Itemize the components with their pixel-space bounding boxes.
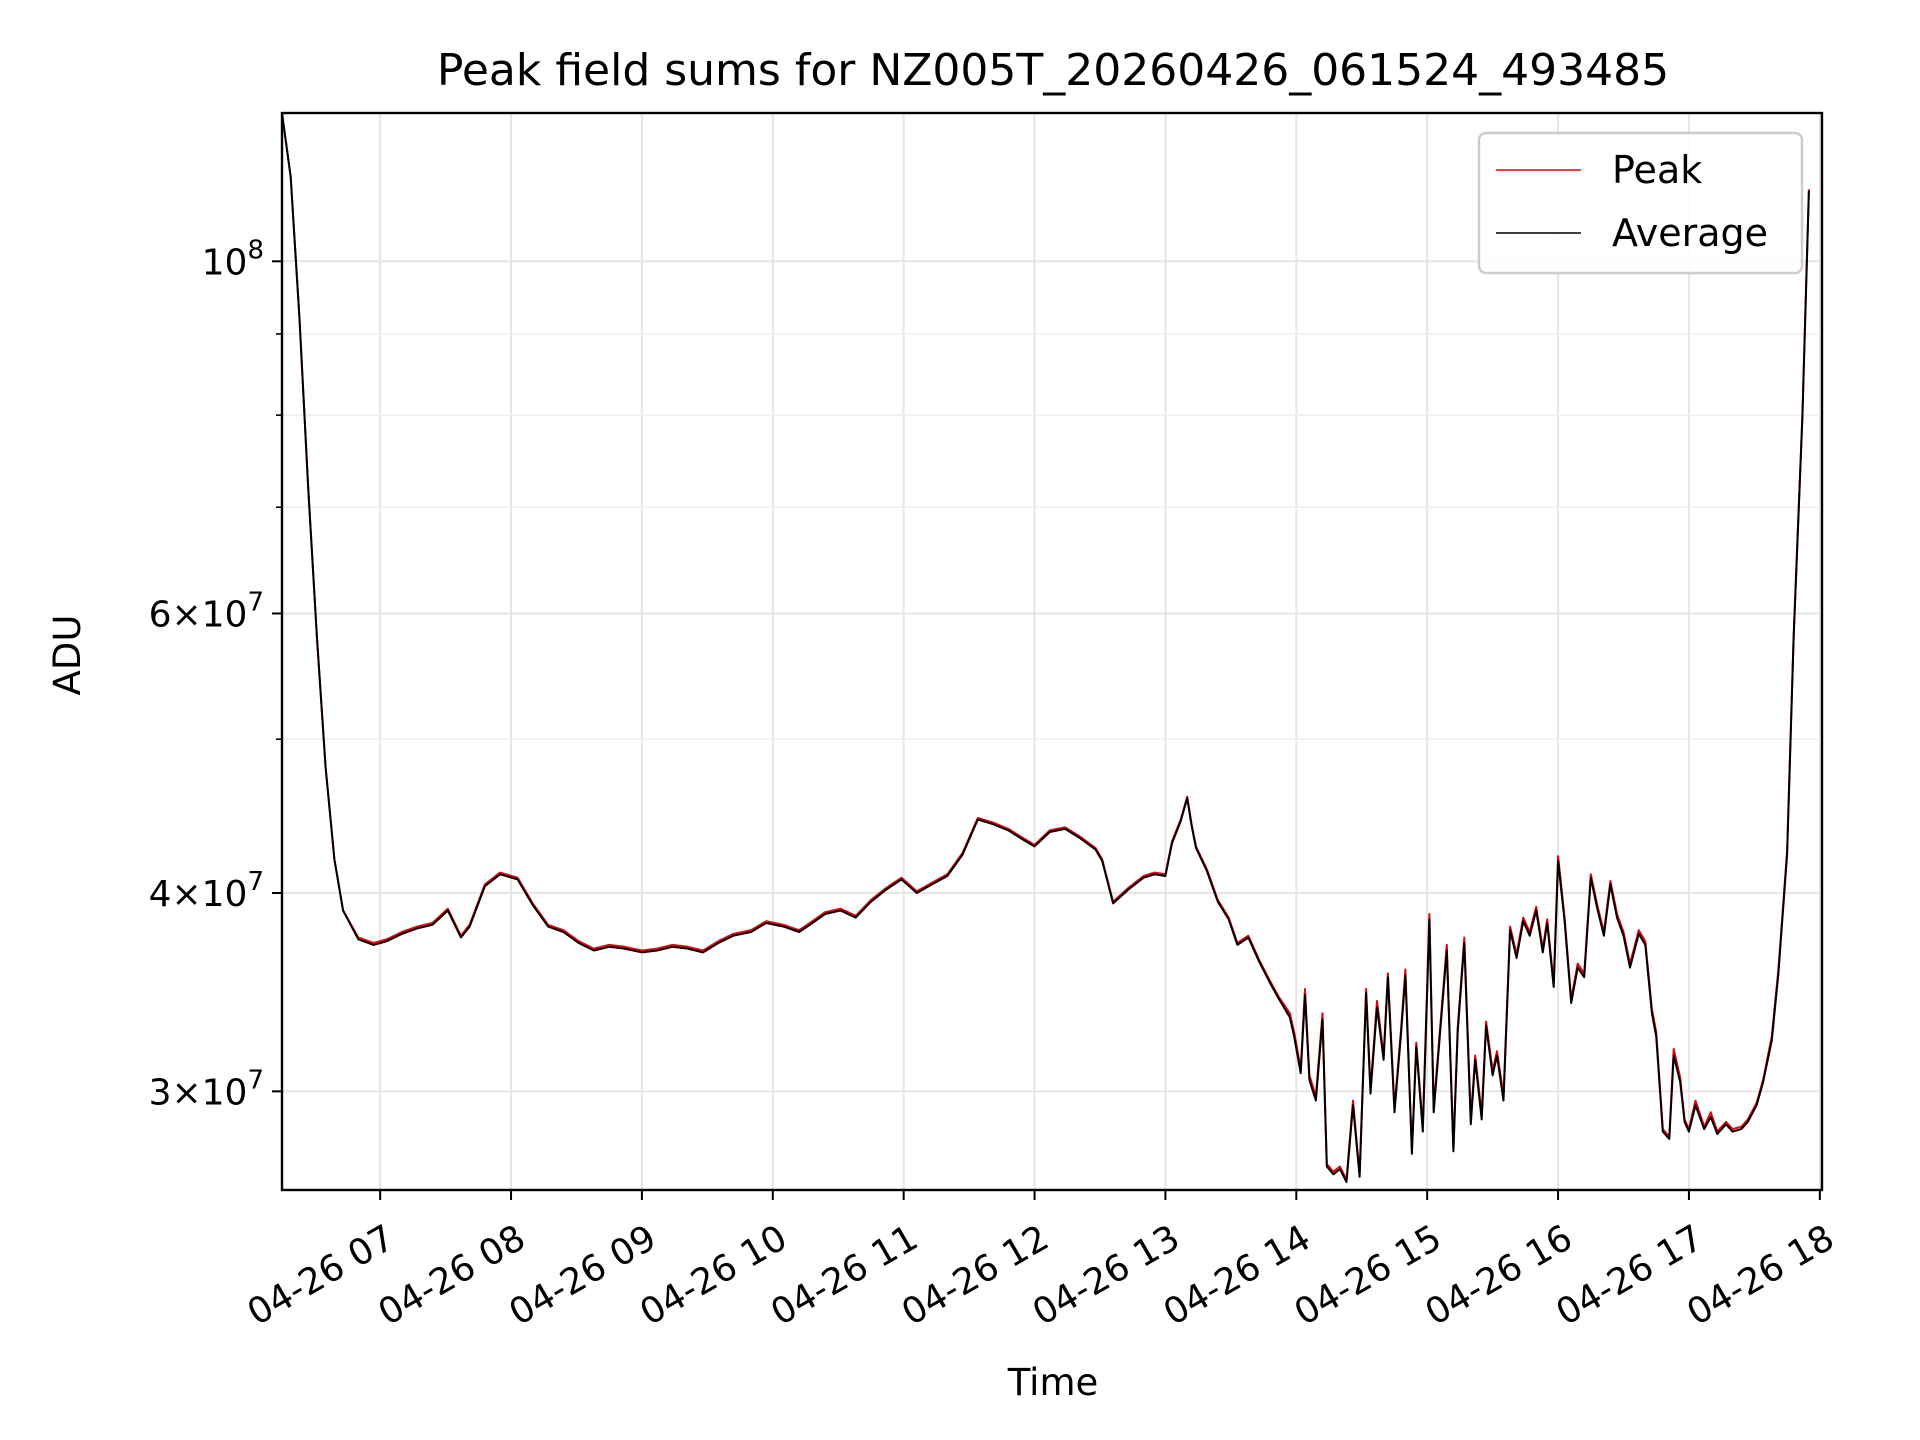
y-tick-label: 6×107: [149, 587, 264, 635]
y-axis-label: ADU: [46, 615, 89, 696]
x-axis-label: Time: [1007, 1361, 1099, 1404]
y-tick-label: 108: [202, 235, 264, 283]
series-lines: [281, 112, 1810, 1184]
plot-frame: [280, 111, 1824, 1192]
gridlines: [282, 113, 1822, 1190]
chart-title: Peak field sums for NZ005T_20260426_0615…: [437, 45, 1669, 96]
legend-label-average: Average: [1612, 211, 1768, 255]
y-tick-label: 4×107: [149, 867, 264, 915]
y-tick-label: 3×107: [149, 1065, 264, 1113]
legend-label-peak: Peak: [1612, 148, 1702, 192]
legend-box: [1477, 131, 1804, 275]
legend: Peak Average: [1477, 131, 1804, 275]
series-line-average: [281, 112, 1810, 1184]
